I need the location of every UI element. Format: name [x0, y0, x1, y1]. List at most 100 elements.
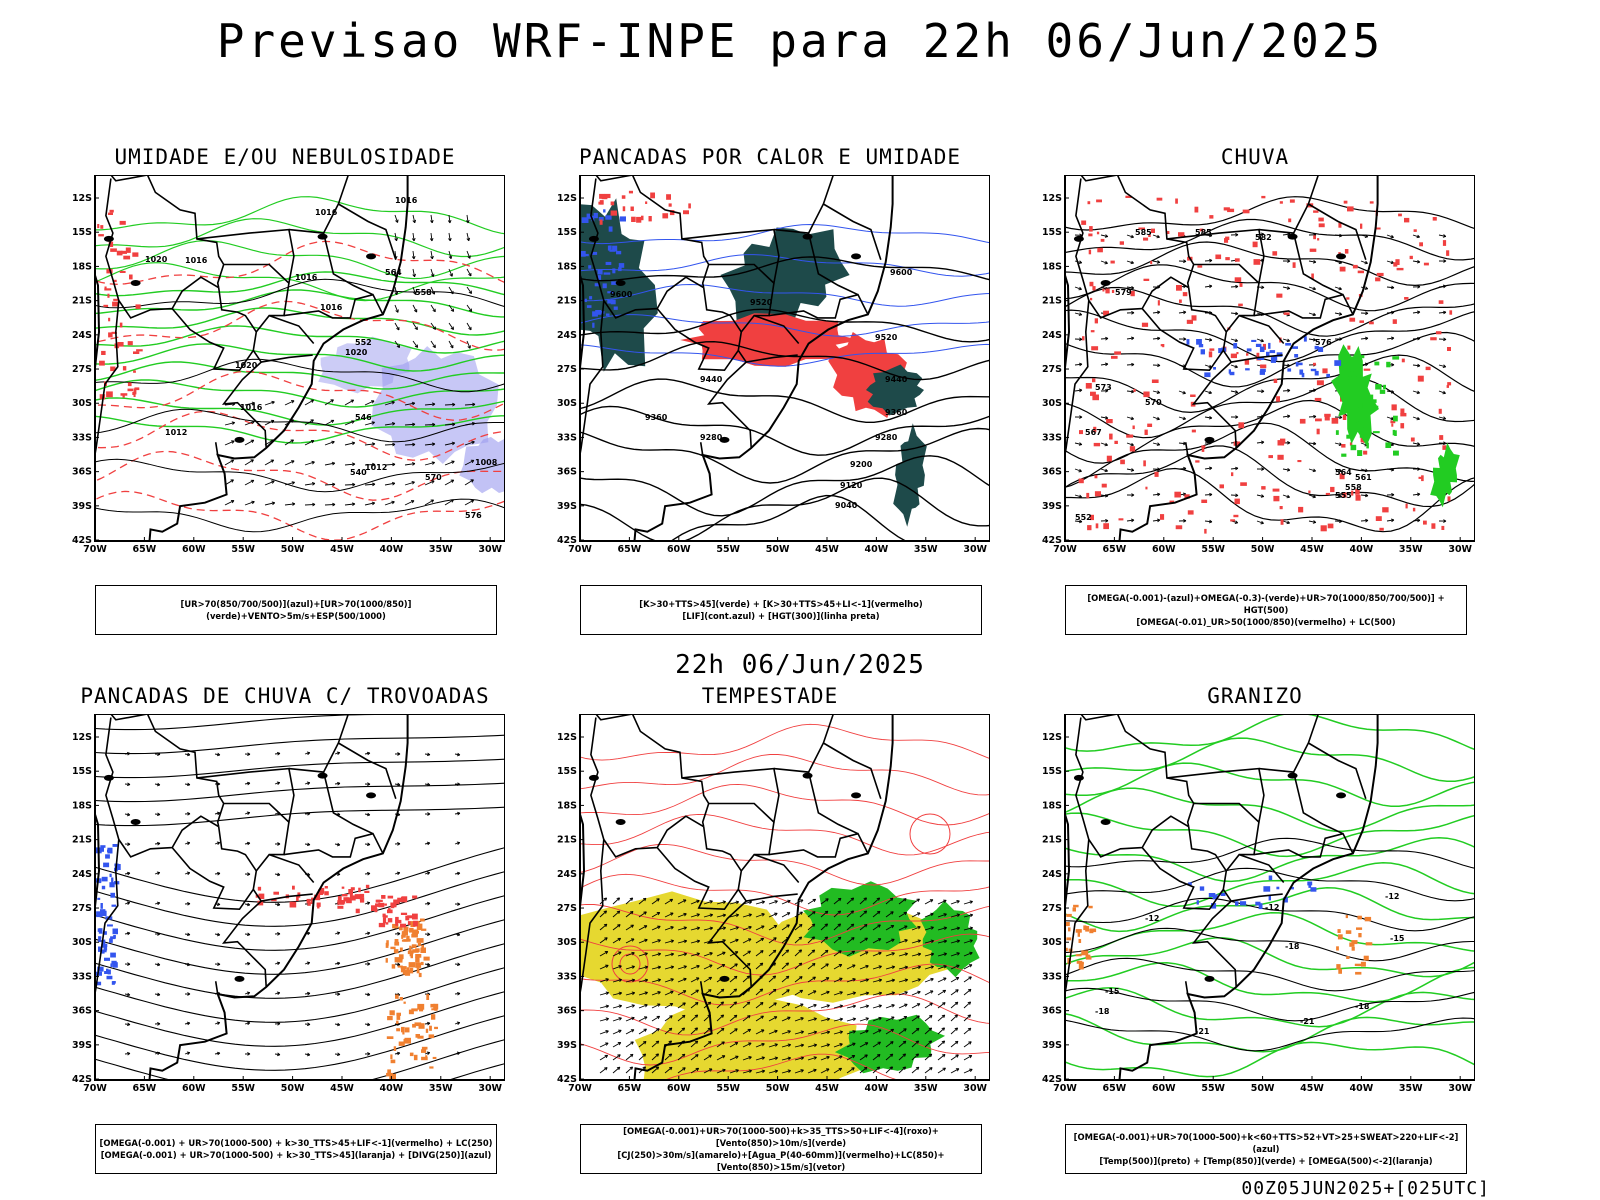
- arrow-head: [891, 938, 895, 942]
- wind850-vector: [859, 1066, 868, 1074]
- arrow-head: [889, 1053, 894, 1058]
- rain-red-speck: [1338, 222, 1342, 228]
- arrow-head: [429, 237, 434, 242]
- storm-orange-speck: [411, 1008, 418, 1012]
- rain-red-speck: [1277, 454, 1284, 460]
- rain-red-speck: [1093, 442, 1101, 447]
- arrow-head: [1286, 363, 1291, 368]
- arrow-head: [955, 1068, 960, 1072]
- rain-green-speck: [1350, 356, 1354, 359]
- rain-red-speck: [1280, 519, 1284, 525]
- humidity-red-speck: [133, 392, 136, 397]
- wind850-vector: [781, 1044, 791, 1048]
- temp500-black-contour: [1065, 1017, 1475, 1052]
- storm-orange-speck: [411, 933, 418, 938]
- storm-orange-speck: [418, 972, 422, 978]
- wind-vector: [284, 503, 295, 506]
- arrow-head: [187, 811, 191, 816]
- arrow-head: [800, 1003, 804, 1007]
- arrow-head: [943, 939, 948, 944]
- arrow-head: [426, 932, 431, 937]
- wind850-vector: [638, 897, 647, 905]
- arrow-head: [307, 812, 311, 816]
- arrow-head: [449, 273, 453, 277]
- streamline-arrow: [1308, 312, 1316, 316]
- wind850-vector: [898, 898, 907, 905]
- arrow-head: [412, 442, 416, 447]
- rain-red-speck: [1094, 475, 1098, 479]
- wind850-vector: [768, 900, 778, 905]
- arrow-head: [1104, 362, 1109, 367]
- arrow-head: [969, 939, 973, 943]
- coastline-west: [580, 271, 586, 373]
- rain-blue-speck: [1246, 348, 1252, 352]
- rain-red-speck: [1130, 290, 1135, 297]
- rain-green-speck: [1339, 385, 1343, 392]
- coastline-east: [148, 175, 409, 541]
- storm-orange-speck: [434, 1026, 438, 1030]
- wind850-vector: [638, 911, 647, 918]
- wind-vector: [466, 232, 470, 241]
- rain-red-speck: [1156, 197, 1163, 201]
- wind850-vector: [911, 939, 921, 944]
- contour-label: 9520: [875, 333, 898, 342]
- wind850-vector: [716, 951, 726, 957]
- arrow-head: [969, 926, 974, 931]
- arrow-head: [838, 964, 843, 968]
- streamline-arrow: [1152, 311, 1160, 314]
- rain-red-speck: [1330, 486, 1335, 493]
- contour-label: 1020: [145, 255, 168, 264]
- divg-blue-speck: [97, 928, 101, 932]
- wind850-vector: [911, 1053, 919, 1061]
- arrow-head: [773, 937, 777, 941]
- streamline-arrow: [1152, 337, 1161, 340]
- arrow-head: [1339, 337, 1343, 341]
- wind850-vector: [625, 1066, 633, 1074]
- hail-blue-speck: [1240, 901, 1247, 906]
- hgt300-contour: [580, 378, 990, 423]
- rain-blue-speck: [1314, 370, 1319, 376]
- storm-orange-speck: [434, 1008, 438, 1011]
- storm-red-speck: [378, 922, 386, 928]
- contour-label: 1016: [295, 273, 318, 282]
- wind850-vector: [807, 963, 816, 970]
- arrow-head: [1312, 286, 1316, 291]
- streamline-arrow: [1178, 467, 1187, 470]
- arrow-head: [1390, 336, 1395, 341]
- streamline-arrow: [1412, 260, 1420, 263]
- divg-blue-speck: [99, 968, 102, 971]
- wind-vector: [444, 442, 455, 446]
- rain-green-speck: [1350, 419, 1357, 423]
- storm-orange-speck: [389, 1010, 395, 1016]
- arrow-head: [930, 952, 935, 957]
- country-border: [171, 287, 258, 372]
- wind850-vector: [937, 927, 947, 931]
- storm-red-speck: [324, 891, 329, 896]
- rain-red-speck: [1195, 460, 1200, 463]
- arrow-head: [1391, 492, 1395, 497]
- arrow-head: [1130, 468, 1135, 472]
- wind850-vector: [859, 978, 869, 983]
- streamline-arrow: [1100, 363, 1108, 366]
- streamline-arrow: [1100, 442, 1108, 446]
- rain-blue-speck: [1297, 362, 1303, 366]
- arrow-head: [216, 752, 221, 757]
- rain-red-speck: [1143, 391, 1150, 398]
- contour-label: 555: [1335, 491, 1352, 500]
- wind850-vector: [742, 913, 752, 918]
- arrow-head: [759, 962, 764, 967]
- lif-blue-contour: [580, 283, 990, 307]
- arrow-head: [1156, 234, 1160, 239]
- storm-red-speck: [292, 885, 295, 890]
- arrow-head: [430, 499, 435, 503]
- streamline-arrow: [1100, 234, 1108, 237]
- arrow-head: [1234, 338, 1239, 343]
- streamline-arrow: [1256, 441, 1264, 444]
- wind-vector: [412, 214, 416, 223]
- rain-red-speck: [1095, 523, 1099, 529]
- wind850-vector: [937, 1054, 946, 1061]
- storm-orange-speck: [406, 967, 410, 972]
- arrow-head: [456, 962, 461, 967]
- omega-orange-speck: [1083, 925, 1087, 931]
- arrow-head: [156, 901, 161, 906]
